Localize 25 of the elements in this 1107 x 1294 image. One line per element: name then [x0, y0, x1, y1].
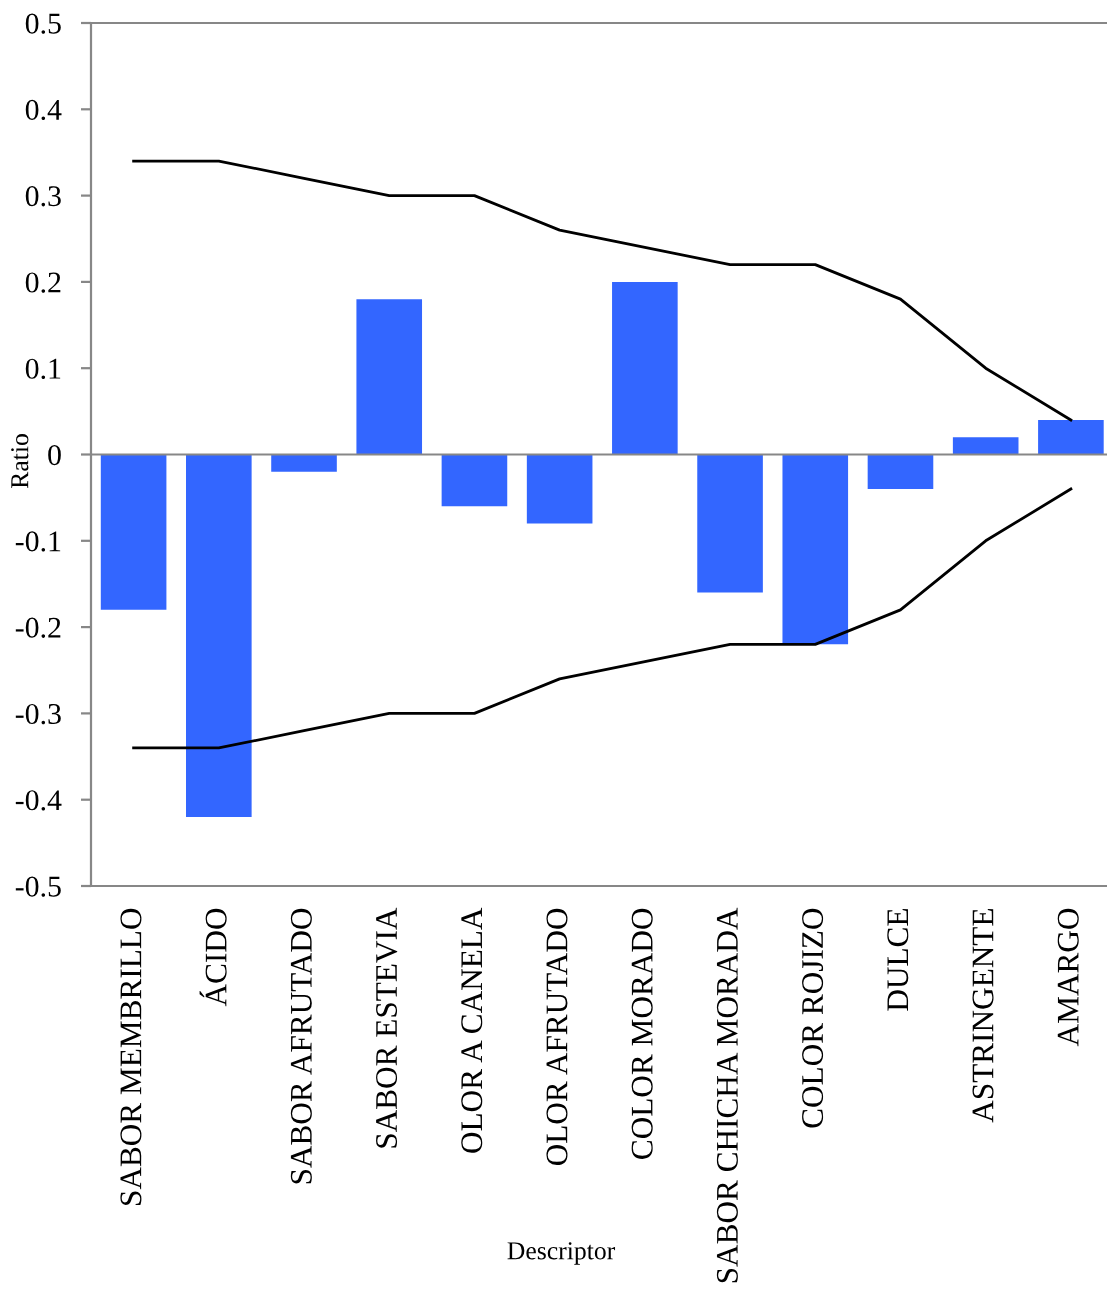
x-tick-label: OLOR A CANELA: [461, 907, 483, 1153]
x-tick-label: SABOR ESTEVIA: [376, 907, 398, 1148]
y-tick-label: 0.2: [25, 272, 61, 293]
x-tick-label: AMARGO: [1057, 908, 1079, 1047]
x-tick-label: COLOR MORADO: [631, 908, 653, 1159]
y-tick-label: -0.4: [15, 790, 62, 811]
x-tick-label: ASTRINGENTE: [972, 909, 994, 1123]
y-tick-label: -0.5: [15, 876, 61, 897]
y-tick-label: -0.1: [15, 531, 61, 552]
x-tick-label: SABOR MEMBRILLO: [120, 908, 142, 1205]
y-tick-label: 0.1: [25, 358, 61, 379]
x-tick-label: SABOR AFRUTADO: [290, 908, 312, 1184]
y-tick-label: -0.2: [15, 617, 61, 638]
y-tick-label: 0.3: [25, 186, 61, 207]
x-tick-label: COLOR ROJIZO: [802, 908, 824, 1128]
y-tick-label: 0: [48, 445, 61, 466]
x-axis-title: Descriptor: [507, 1242, 616, 1265]
y-tick-label: 0.5: [25, 13, 61, 34]
x-tick-label: ÁCIDO: [199, 908, 227, 1007]
y-tick-label: -0.3: [15, 703, 61, 725]
x-tick-label: OLOR AFRUTADO: [546, 908, 568, 1166]
x-tick-label: DULCE: [887, 909, 909, 1011]
y-axis-title: Ratio: [11, 434, 29, 489]
x-tick-label: SABOR CHICHA MORADA: [716, 907, 738, 1283]
y-tick-label: 0.4: [25, 99, 62, 121]
